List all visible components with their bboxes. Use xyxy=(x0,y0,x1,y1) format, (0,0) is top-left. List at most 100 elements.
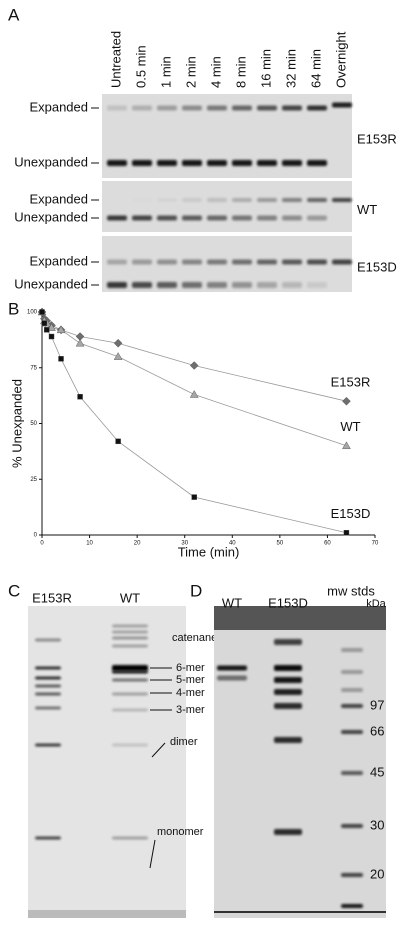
gel-band xyxy=(207,282,227,288)
gel-band xyxy=(341,648,363,652)
gel-band xyxy=(341,688,363,692)
gel-band xyxy=(217,675,247,681)
panel-b: 0 25 50 75 100 0 10 20 30 40 50 60 70 Time (min) % Une… xyxy=(9,307,379,559)
y-tick-label: 25 xyxy=(30,477,37,483)
gel-name: E153R xyxy=(357,131,397,146)
gel-band xyxy=(107,259,127,265)
annotation: dimer xyxy=(170,736,198,748)
gel-band xyxy=(307,198,327,202)
lane-label: 32 min xyxy=(283,49,298,88)
panel-label: C xyxy=(8,581,20,600)
annotation: 4-mer xyxy=(176,687,205,699)
annotation: 6-mer xyxy=(176,662,205,674)
band-label: Unexpanded xyxy=(14,276,88,291)
lane-label: Untreated xyxy=(108,31,123,88)
x-tick-label: 40 xyxy=(229,541,236,547)
data-point xyxy=(189,361,199,370)
lane-label: 16 min xyxy=(258,49,273,88)
gel-band xyxy=(341,730,363,734)
band-label: Unexpanded xyxy=(14,154,88,169)
gel-band xyxy=(274,639,302,645)
gel-band xyxy=(282,282,302,288)
gel-band xyxy=(182,282,202,288)
gel-band xyxy=(157,215,177,221)
gel-band xyxy=(232,259,252,265)
unit-label: kDa xyxy=(366,598,386,610)
panel-label: A xyxy=(8,5,20,24)
x-tick-label: 30 xyxy=(181,541,188,547)
gel-band xyxy=(35,638,61,642)
gel-band xyxy=(35,676,61,680)
gel-band xyxy=(132,160,152,166)
gel-band xyxy=(35,836,61,840)
gel-band xyxy=(232,160,252,166)
gel-band xyxy=(232,282,252,288)
gel-band xyxy=(341,670,363,674)
gel-band xyxy=(107,105,127,111)
band-label: Expanded xyxy=(29,191,88,206)
gel-band xyxy=(112,670,148,674)
gel-band xyxy=(232,198,252,202)
gel xyxy=(28,606,186,918)
x-tick-label: 10 xyxy=(86,541,93,547)
panel-label: D xyxy=(190,581,202,600)
gel-band xyxy=(307,105,327,111)
gel-band xyxy=(282,198,302,202)
gel-band xyxy=(157,198,177,202)
x-tick-label: 0 xyxy=(40,541,44,547)
gel-band xyxy=(207,259,227,265)
data-point xyxy=(58,356,64,362)
gel-band xyxy=(35,692,61,696)
mw-label: 66 xyxy=(370,723,384,738)
gel-band xyxy=(207,105,227,111)
data-point xyxy=(48,333,55,340)
gel-band xyxy=(157,282,177,288)
lane-label: 4 min xyxy=(208,56,223,88)
lane-label: E153D xyxy=(268,595,308,610)
gel-band xyxy=(112,665,148,671)
gel-band xyxy=(107,282,127,288)
x-tick-label: 50 xyxy=(277,541,284,547)
gel-band xyxy=(282,160,302,166)
annotation: 3-mer xyxy=(176,704,205,716)
gel xyxy=(102,181,352,232)
x-tick-label: 70 xyxy=(372,541,379,547)
gel-band xyxy=(112,692,148,696)
gel-band xyxy=(257,282,277,288)
gel-band xyxy=(207,160,227,166)
data-point xyxy=(191,494,197,500)
gel-band xyxy=(157,105,177,111)
gel-band xyxy=(274,677,302,683)
series-label: E153R xyxy=(331,375,371,390)
gel-band xyxy=(257,215,277,221)
gel-band xyxy=(182,160,202,166)
gel-band xyxy=(274,703,302,709)
data-point xyxy=(343,530,350,536)
data-point xyxy=(342,441,351,449)
annotation-line xyxy=(151,742,166,758)
gel-name: E153D xyxy=(357,259,397,274)
gel-band xyxy=(107,215,127,221)
gel-band xyxy=(157,259,177,265)
lane-label: 8 min xyxy=(233,56,248,88)
gel-band xyxy=(182,215,202,221)
gel-band xyxy=(132,282,152,288)
gel-band xyxy=(274,689,302,695)
gel-name: WT xyxy=(357,202,377,217)
gel-band xyxy=(112,636,148,640)
annotation: monomer xyxy=(157,826,204,838)
gel-band xyxy=(132,198,152,202)
gel-band xyxy=(341,824,363,828)
x-axis-label: Time (min) xyxy=(178,544,240,559)
data-point xyxy=(77,394,83,400)
y-tick-label: 75 xyxy=(30,365,37,371)
lane-label: Overnight xyxy=(333,31,348,88)
gel-band xyxy=(182,259,202,265)
gel-band xyxy=(257,105,277,111)
band-label: Expanded xyxy=(29,253,88,268)
band-label: Unexpanded xyxy=(14,209,88,224)
gel-band xyxy=(207,215,227,221)
gel-band xyxy=(307,160,327,166)
